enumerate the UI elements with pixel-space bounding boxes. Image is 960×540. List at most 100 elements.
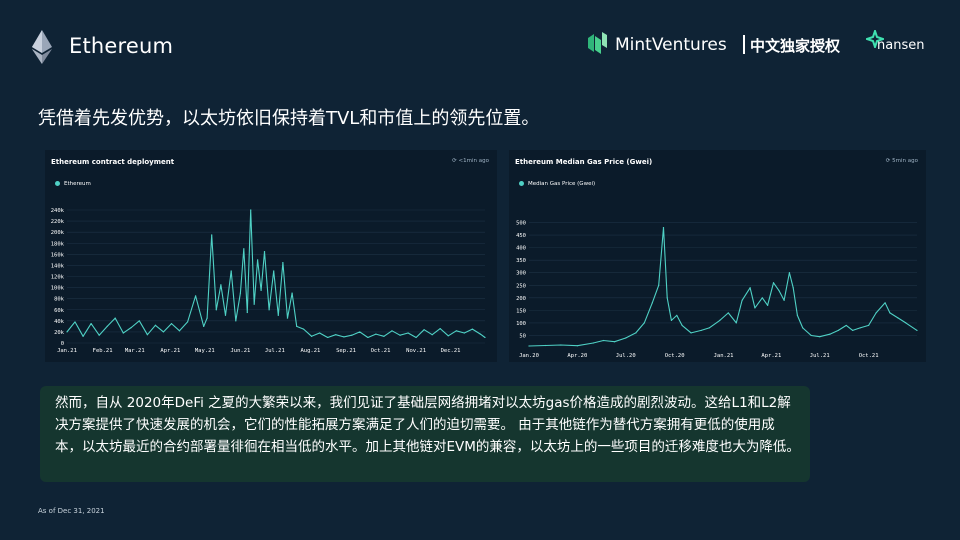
gas-price-chart-panel: 50 100 150 200 250 300 350 400 450 500 Jan.20 Apr.2… xyxy=(509,150,926,362)
data-point xyxy=(690,332,692,334)
data-point xyxy=(658,284,660,286)
data-point xyxy=(905,322,907,324)
y-tick-label: 500 xyxy=(516,221,526,227)
data-point xyxy=(273,270,275,272)
data-point xyxy=(291,292,293,294)
data-point xyxy=(243,248,245,250)
data-point xyxy=(98,334,100,336)
data-point xyxy=(215,309,217,311)
y-tick-label: 80k xyxy=(54,297,65,303)
data-point xyxy=(592,342,594,344)
legend-label: Median Gas Price (Gwei) xyxy=(528,181,596,187)
x-tick-label: Oct.21 xyxy=(859,353,879,359)
data-point xyxy=(662,226,665,229)
data-point xyxy=(257,259,259,261)
data-point xyxy=(250,209,252,211)
gas-price-chart: 50 100 150 200 250 300 350 400 450 500 Jan.20 Apr.2… xyxy=(516,221,918,359)
y-tick-label: 160k xyxy=(51,252,65,258)
data-point xyxy=(670,319,673,321)
y-tick-label: 120k xyxy=(51,275,65,281)
data-point xyxy=(122,332,124,334)
data-point xyxy=(277,314,279,316)
data-point xyxy=(544,344,547,347)
data-point xyxy=(859,327,861,329)
chart-title: Ethereum Median Gas Price (Gwei) xyxy=(515,158,653,166)
data-point xyxy=(635,332,637,334)
data-point xyxy=(391,330,393,332)
data-point xyxy=(186,321,189,323)
data-point xyxy=(423,329,425,331)
data-point xyxy=(367,336,369,339)
data-point xyxy=(788,272,791,274)
x-tick-label: Apr.20 xyxy=(567,353,587,359)
y-tick-label: 0 xyxy=(61,341,64,347)
data-point xyxy=(296,325,298,327)
page-brand-title: Ethereum xyxy=(69,34,174,58)
data-point xyxy=(708,327,710,329)
data-point xyxy=(576,345,578,347)
y-tick-label: 450 xyxy=(516,233,526,239)
data-point xyxy=(810,334,812,337)
x-tick-label: Oct.20 xyxy=(665,353,685,359)
data-point xyxy=(206,317,208,319)
mint-ventures-logo-icon xyxy=(588,32,607,54)
data-point xyxy=(246,311,248,314)
data-point xyxy=(66,331,68,333)
data-point xyxy=(484,336,486,339)
data-point xyxy=(754,307,756,309)
header-divider xyxy=(743,35,745,54)
y-tick-label: 250 xyxy=(516,283,526,289)
x-tick-label: Sep.21 xyxy=(336,348,356,354)
data-point xyxy=(796,314,799,316)
chart-updated-time: ⟳ <1min ago xyxy=(452,158,489,164)
contract-deployment-chart-panel: 0 20k 40k 60k 80k 100k 120k 140k 160k 180k 200k 220… xyxy=(45,150,497,362)
series-line xyxy=(66,209,486,339)
data-point xyxy=(916,329,918,332)
data-point xyxy=(719,319,721,321)
x-tick-label: Feb.21 xyxy=(93,348,113,354)
x-tick-label: Jul.21 xyxy=(810,353,830,359)
chart-legend[interactable]: Ethereum xyxy=(55,181,91,187)
data-point xyxy=(302,328,305,330)
y-tick-label: 400 xyxy=(516,246,526,252)
y-tick-label: 300 xyxy=(516,271,526,277)
data-point xyxy=(235,320,237,322)
data-point xyxy=(625,337,627,339)
y-tick-label: 100 xyxy=(516,321,526,327)
chart-updated-time: ⟳ 5min ago xyxy=(886,158,918,164)
x-tick-label: Jan.21 xyxy=(57,348,77,354)
y-tick-label: 50 xyxy=(519,333,526,339)
data-point xyxy=(130,326,132,329)
data-point xyxy=(837,329,839,332)
refresh-icon: ⟳ xyxy=(885,158,891,164)
data-point xyxy=(263,250,266,253)
nansen-name: nansen xyxy=(877,38,925,53)
data-point xyxy=(560,344,562,346)
data-point xyxy=(335,334,337,336)
x-tick-label: Jul.21 xyxy=(265,348,285,354)
data-point xyxy=(479,333,482,335)
data-point xyxy=(802,327,804,329)
data-point xyxy=(146,334,148,336)
data-point xyxy=(778,289,780,291)
data-point xyxy=(253,303,255,305)
x-tick-label: May.21 xyxy=(195,348,215,354)
data-point xyxy=(666,297,668,299)
data-point xyxy=(761,297,763,299)
chart-legend[interactable]: Median Gas Price (Gwei) xyxy=(519,181,595,187)
y-tick-label: 20k xyxy=(54,330,65,336)
y-tick-label: 200k xyxy=(51,230,65,236)
data-point xyxy=(399,334,401,336)
data-point xyxy=(351,334,353,336)
y-tick-label: 140k xyxy=(51,263,65,269)
x-tick-label: Jan.21 xyxy=(714,353,734,359)
data-point xyxy=(767,304,769,306)
data-point xyxy=(845,324,847,327)
data-point xyxy=(602,339,605,342)
data-point xyxy=(282,262,284,264)
data-point xyxy=(651,302,653,304)
data-point xyxy=(613,341,616,343)
data-point xyxy=(260,289,262,291)
data-point xyxy=(455,330,457,332)
data-point xyxy=(90,323,92,325)
